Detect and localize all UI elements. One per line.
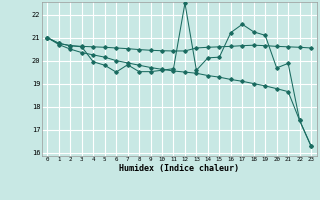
X-axis label: Humidex (Indice chaleur): Humidex (Indice chaleur) (119, 164, 239, 173)
